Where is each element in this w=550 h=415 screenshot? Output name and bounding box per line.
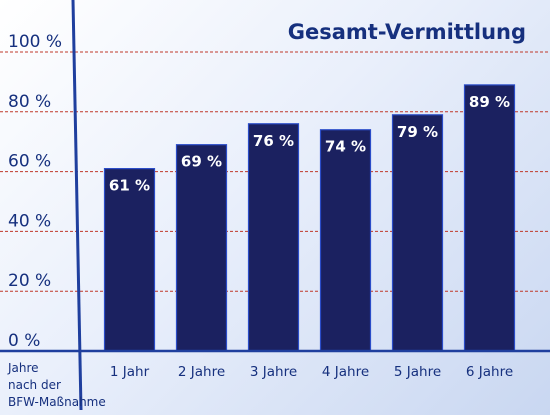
y-tick-label: 100 % [8, 32, 62, 52]
bar [319, 129, 372, 352]
x-tick-label: 5 Jahre [394, 364, 441, 380]
x-axis-label: Jahre nach der BFW-Maßnahme [7, 361, 106, 409]
x-tick-label: 3 Jahre [250, 364, 297, 380]
x-tick-label: 4 Jahre [322, 364, 369, 380]
x-tick-label: 2 Jahre [178, 364, 225, 380]
data-label: 69 % [181, 153, 222, 171]
x-axis-label-line: Jahre [7, 361, 39, 375]
y-tick-label: 20 % [8, 271, 51, 291]
bar [103, 168, 156, 352]
bars [103, 84, 516, 352]
y-tick-label: 80 % [8, 92, 51, 112]
x-axis-label-line: BFW-Maßnahme [8, 395, 106, 409]
data-label: 89 % [469, 93, 510, 111]
data-label: 61 % [109, 177, 150, 195]
value-labels: 61 % 1 Jahr 69 % 2 Jahre 76 % 3 Jahre 74 % 4 Ja… [109, 93, 513, 380]
x-tick-label: 1 Jahr [110, 364, 150, 380]
x-axis-label-line: nach der [8, 378, 61, 392]
y-axis-line [71, 0, 83, 411]
bar [391, 114, 444, 352]
bar [175, 144, 228, 352]
data-label: 74 % [325, 138, 366, 156]
chart-title: Gesamt-Vermittlung [288, 20, 526, 44]
y-tick-label: 60 % [8, 152, 51, 172]
bar [463, 84, 516, 352]
y-tick-label: 40 % [8, 211, 51, 231]
y-tick-label: 0 % [8, 331, 40, 351]
x-tick-label: 6 Jahre [466, 364, 513, 380]
data-label: 76 % [253, 132, 294, 150]
data-label: 79 % [397, 123, 438, 141]
bar [247, 123, 300, 352]
